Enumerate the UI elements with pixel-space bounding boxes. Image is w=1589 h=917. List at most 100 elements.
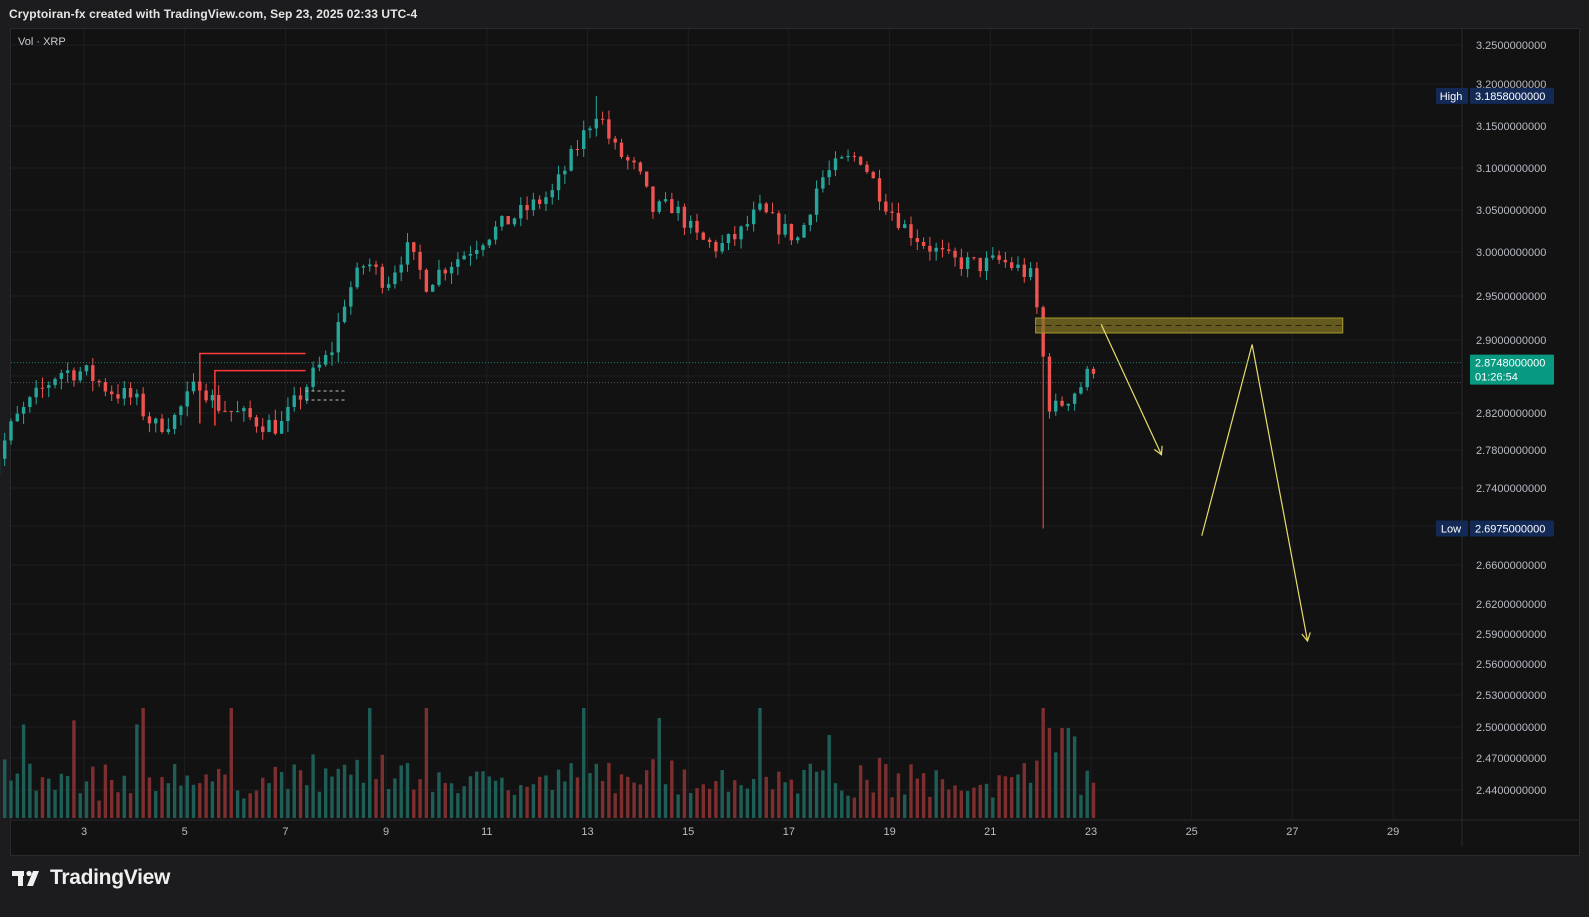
- tradingview-brand-text: TradingView: [50, 866, 171, 889]
- volume-bar: [1035, 760, 1039, 818]
- candle-body: [689, 220, 693, 228]
- badge-label-bg: [1436, 87, 1468, 104]
- time-tick-label: 27: [1286, 826, 1298, 838]
- volume-bar: [1085, 770, 1089, 818]
- candle-body: [890, 211, 894, 213]
- short-projection-arrow-head: [1153, 445, 1163, 456]
- volume-bar: [544, 775, 548, 818]
- volume-bar: [78, 793, 82, 818]
- candle-body: [947, 249, 951, 251]
- candle-body: [638, 162, 643, 172]
- candle-body: [141, 393, 145, 417]
- candle-body: [1003, 259, 1008, 263]
- volume-bar: [21, 724, 26, 818]
- volume-bar: [47, 778, 51, 818]
- candle-body: [796, 237, 800, 241]
- volume-bar: [802, 769, 806, 818]
- volume-bar: [556, 769, 561, 818]
- candle-body: [1009, 262, 1014, 268]
- volume-bar: [198, 783, 202, 818]
- volume-bar: [896, 773, 901, 818]
- volume-bar: [903, 794, 907, 818]
- time-tick-label: 3: [81, 826, 87, 838]
- volume-bar: [330, 776, 334, 818]
- candle-body: [1091, 368, 1096, 374]
- volume-bar: [965, 790, 970, 818]
- price-tick-label: 2.4400000000: [1476, 785, 1546, 797]
- candle-body: [147, 416, 152, 424]
- volume-bar: [97, 800, 101, 818]
- volume-indicator-label[interactable]: Vol · XRP: [18, 36, 66, 48]
- candle-body: [185, 391, 189, 407]
- candle-body: [449, 266, 454, 274]
- badge-countdown-text: 01:26:54: [1475, 372, 1518, 384]
- time-tick-label: 17: [783, 826, 795, 838]
- price-tick-label: 2.7800000000: [1476, 445, 1546, 457]
- candle-body: [871, 171, 875, 179]
- last-price-badge: 2.8748000000 01:26:54: [1470, 354, 1554, 385]
- volume-bar: [525, 786, 529, 818]
- candle-body: [783, 223, 787, 235]
- volume-bar: [814, 771, 819, 818]
- candle-body: [500, 215, 504, 227]
- badge-value-bg: [1470, 520, 1554, 537]
- price-tick-label: 3.1500000000: [1476, 121, 1546, 133]
- long-projection-arrow: [1201, 344, 1309, 642]
- candle-body: [223, 410, 227, 412]
- candle-body: [846, 155, 850, 158]
- chart-pane[interactable]: [10, 28, 1580, 856]
- candle-body: [204, 390, 208, 401]
- candle-body: [537, 199, 542, 204]
- candle-body: [191, 381, 196, 392]
- candle-body: [128, 388, 133, 398]
- volume-bar: [739, 785, 743, 818]
- candle-body: [1085, 368, 1089, 388]
- candle-body: [91, 365, 95, 382]
- candle-body: [21, 406, 26, 414]
- candle-body: [531, 199, 536, 211]
- volume-bar: [292, 764, 296, 818]
- volume-bar: [953, 785, 957, 818]
- volume-bar: [399, 765, 403, 818]
- candle-body: [292, 395, 296, 407]
- candle-body: [468, 253, 473, 256]
- volume-bar: [424, 708, 429, 818]
- badge-value-bg: [1470, 87, 1554, 104]
- volume-bar: [1091, 782, 1096, 818]
- candle-body: [965, 257, 970, 269]
- candle-body: [909, 224, 913, 239]
- volume-bar: [619, 774, 624, 818]
- time-tick-label: 23: [1085, 826, 1097, 838]
- candle-body: [525, 205, 529, 211]
- candle-body: [940, 247, 945, 250]
- candle-body: [1072, 393, 1077, 404]
- volume-bar: [128, 793, 133, 818]
- volume-bar: [72, 720, 76, 818]
- volume-bar: [103, 764, 108, 818]
- candle-body: [2, 440, 7, 459]
- candle-body: [424, 269, 429, 292]
- volume-bar: [229, 708, 233, 818]
- candle-body: [978, 257, 982, 272]
- candle-body: [59, 372, 64, 379]
- volume-bar: [777, 771, 781, 818]
- volume-bar: [279, 771, 284, 818]
- volume-bar: [714, 781, 718, 818]
- volume-bar: [582, 708, 586, 818]
- watermark-header: Cryptoiran-fx created with TradingView.c…: [0, 0, 1589, 28]
- volume-bar: [670, 760, 674, 818]
- candle-body: [770, 212, 775, 214]
- candle-body: [97, 381, 101, 383]
- volume-bar: [349, 774, 353, 818]
- volume-bar: [305, 785, 309, 818]
- candle-body: [254, 417, 259, 427]
- candle-body: [40, 387, 45, 389]
- volume-bar: [412, 789, 416, 818]
- volume-bar: [701, 784, 706, 818]
- price-chart[interactable]: 3.25000000003.20000000003.15000000003.10…: [0, 0, 1589, 856]
- volume-bar: [487, 776, 492, 818]
- tradingview-logo[interactable]: TradingView: [12, 866, 170, 890]
- volume-bar: [657, 717, 661, 818]
- candle-body: [109, 391, 114, 395]
- volume-bar: [1009, 777, 1014, 818]
